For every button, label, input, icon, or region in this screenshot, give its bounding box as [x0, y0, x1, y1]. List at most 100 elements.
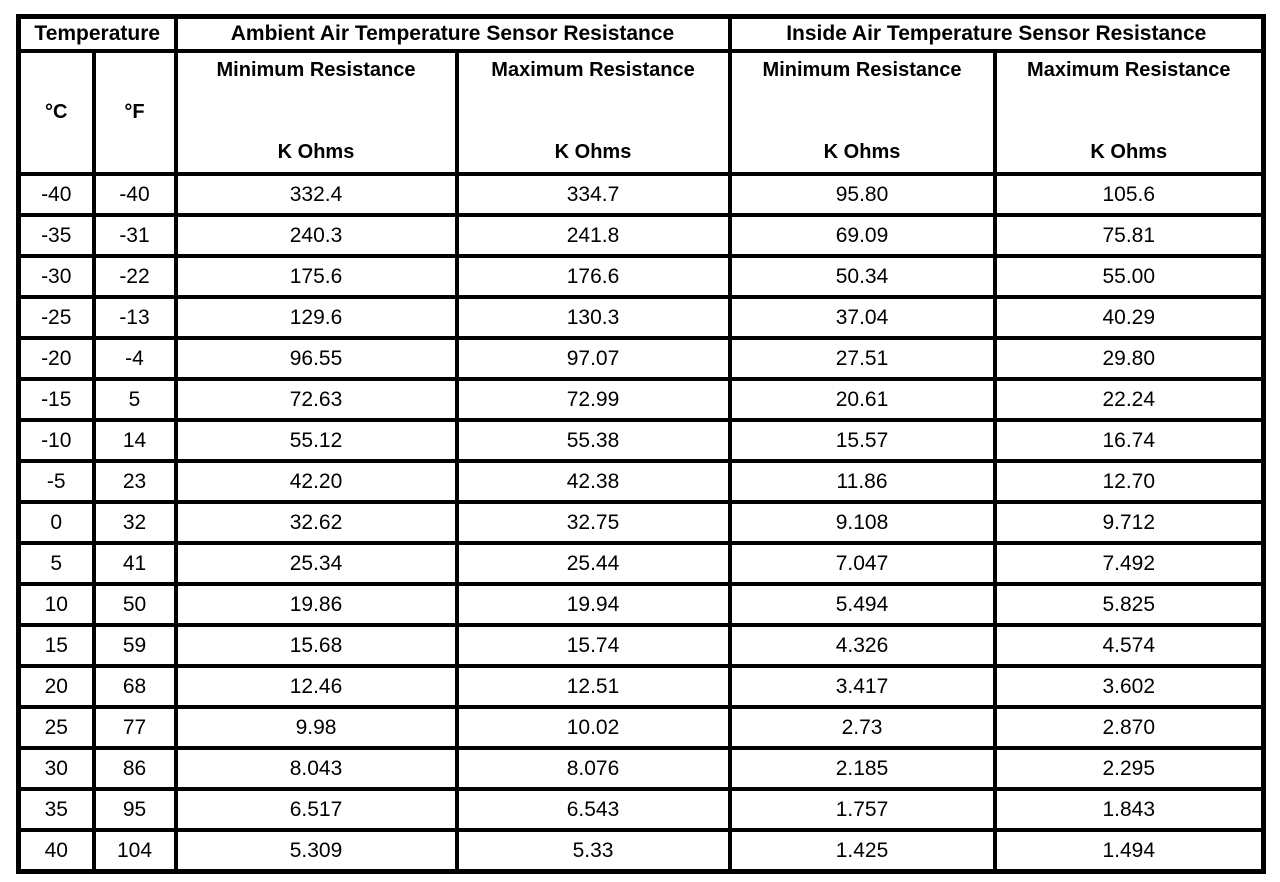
cell-inside-min-resistance: 69.09: [727, 213, 997, 258]
cell-fahrenheit: 14: [91, 418, 178, 463]
cell-fahrenheit: 95: [91, 787, 178, 832]
ambient-min-unit: K Ohms: [277, 141, 355, 163]
cell-inside-min-resistance: 95.80: [727, 172, 997, 217]
cell-ambient-min-resistance: 175.6: [173, 254, 459, 299]
column-header-row: °C °F Minimum Resistance K Ohms Maximum …: [16, 49, 1266, 176]
cell-fahrenheit: -31: [91, 213, 178, 258]
cell-ambient-min-resistance: 9.98: [173, 705, 459, 750]
cell-ambient-min-resistance: 8.043: [173, 746, 459, 791]
cell-inside-max-resistance: 1.494: [992, 828, 1266, 874]
cell-inside-max-resistance: 16.74: [992, 418, 1266, 463]
cell-ambient-max-resistance: 6.543: [454, 787, 732, 832]
cell-inside-min-resistance: 1.757: [727, 787, 997, 832]
cell-ambient-max-resistance: 55.38: [454, 418, 732, 463]
table-row: -5 23 42.20 42.38 11.86 12.70: [16, 459, 1266, 504]
ambient-min-label: Minimum Resistance: [216, 59, 416, 81]
table-row: -10 14 55.12 55.38 15.57 16.74: [16, 418, 1266, 463]
table-row: -20 -4 96.55 97.07 27.51 29.80: [16, 336, 1266, 381]
cell-inside-min-resistance: 15.57: [727, 418, 997, 463]
cell-inside-max-resistance: 75.81: [992, 213, 1266, 258]
table-row: -40 -40 332.4 334.7 95.80 105.6: [16, 172, 1266, 217]
cell-celsius: -25: [16, 295, 96, 340]
table-row: 5 41 25.34 25.44 7.047 7.492: [16, 541, 1266, 586]
col-header-ambient-max: Maximum Resistance K Ohms: [454, 49, 732, 176]
inside-max-header-stack: Maximum Resistance K Ohms: [999, 55, 1260, 170]
cell-inside-min-resistance: 20.61: [727, 377, 997, 422]
cell-inside-max-resistance: 29.80: [992, 336, 1266, 381]
cell-inside-min-resistance: 37.04: [727, 295, 997, 340]
cell-inside-max-resistance: 2.295: [992, 746, 1266, 791]
cell-inside-min-resistance: 27.51: [727, 336, 997, 381]
cell-fahrenheit: -40: [91, 172, 178, 217]
cell-celsius: -5: [16, 459, 96, 504]
cell-inside-max-resistance: 9.712: [992, 500, 1266, 545]
cell-ambient-min-resistance: 19.86: [173, 582, 459, 627]
cell-ambient-min-resistance: 12.46: [173, 664, 459, 709]
table-row: 20 68 12.46 12.51 3.417 3.602: [16, 664, 1266, 709]
cell-inside-max-resistance: 7.492: [992, 541, 1266, 586]
cell-ambient-min-resistance: 15.68: [173, 623, 459, 668]
ambient-max-unit: K Ohms: [554, 141, 632, 163]
cell-inside-min-resistance: 3.417: [727, 664, 997, 709]
table-row: -35 -31 240.3 241.8 69.09 75.81: [16, 213, 1266, 258]
cell-fahrenheit: -22: [91, 254, 178, 299]
cell-inside-min-resistance: 2.185: [727, 746, 997, 791]
cell-inside-max-resistance: 40.29: [992, 295, 1266, 340]
cell-inside-max-resistance: 3.602: [992, 664, 1266, 709]
cell-inside-min-resistance: 11.86: [727, 459, 997, 504]
group-header-inside-sensor: Inside Air Temperature Sensor Resistance: [727, 14, 1266, 53]
table-row: 30 86 8.043 8.076 2.185 2.295: [16, 746, 1266, 791]
cell-celsius: 15: [16, 623, 96, 668]
cell-inside-min-resistance: 9.108: [727, 500, 997, 545]
cell-ambient-max-resistance: 12.51: [454, 664, 732, 709]
inside-max-label: Maximum Resistance: [1027, 59, 1231, 81]
cell-fahrenheit: 77: [91, 705, 178, 750]
cell-celsius: -20: [16, 336, 96, 381]
cell-ambient-min-resistance: 55.12: [173, 418, 459, 463]
cell-fahrenheit: 5: [91, 377, 178, 422]
col-header-ambient-min: Minimum Resistance K Ohms: [173, 49, 459, 176]
group-header-ambient-sensor: Ambient Air Temperature Sensor Resistanc…: [173, 14, 732, 53]
table-row: 0 32 32.62 32.75 9.108 9.712: [16, 500, 1266, 545]
cell-inside-max-resistance: 12.70: [992, 459, 1266, 504]
cell-celsius: 40: [16, 828, 96, 874]
table-row: 10 50 19.86 19.94 5.494 5.825: [16, 582, 1266, 627]
cell-ambient-max-resistance: 8.076: [454, 746, 732, 791]
cell-fahrenheit: 86: [91, 746, 178, 791]
cell-fahrenheit: -13: [91, 295, 178, 340]
cell-ambient-max-resistance: 334.7: [454, 172, 732, 217]
cell-fahrenheit: 59: [91, 623, 178, 668]
cell-ambient-max-resistance: 32.75: [454, 500, 732, 545]
cell-fahrenheit: 23: [91, 459, 178, 504]
cell-ambient-max-resistance: 10.02: [454, 705, 732, 750]
cell-celsius: -15: [16, 377, 96, 422]
cell-celsius: 35: [16, 787, 96, 832]
cell-fahrenheit: 50: [91, 582, 178, 627]
cell-ambient-min-resistance: 332.4: [173, 172, 459, 217]
ambient-max-label: Maximum Resistance: [491, 59, 695, 81]
inside-max-unit: K Ohms: [1090, 141, 1168, 163]
sensor-resistance-table: Temperature Ambient Air Temperature Sens…: [16, 14, 1267, 874]
cell-ambient-max-resistance: 130.3: [454, 295, 732, 340]
cell-ambient-min-resistance: 240.3: [173, 213, 459, 258]
cell-ambient-max-resistance: 97.07: [454, 336, 732, 381]
cell-fahrenheit: 32: [91, 500, 178, 545]
cell-ambient-max-resistance: 176.6: [454, 254, 732, 299]
cell-inside-max-resistance: 55.00: [992, 254, 1266, 299]
cell-ambient-min-resistance: 25.34: [173, 541, 459, 586]
inside-min-unit: K Ohms: [823, 141, 901, 163]
table-row: -30 -22 175.6 176.6 50.34 55.00: [16, 254, 1266, 299]
cell-celsius: -35: [16, 213, 96, 258]
cell-ambient-min-resistance: 72.63: [173, 377, 459, 422]
cell-celsius: 5: [16, 541, 96, 586]
cell-ambient-min-resistance: 5.309: [173, 828, 459, 874]
table-row: 35 95 6.517 6.543 1.757 1.843: [16, 787, 1266, 832]
cell-fahrenheit: 104: [91, 828, 178, 874]
table-row: -15 5 72.63 72.99 20.61 22.24: [16, 377, 1266, 422]
cell-inside-min-resistance: 2.73: [727, 705, 997, 750]
col-header-fahrenheit: °F: [91, 49, 178, 176]
table-header: Temperature Ambient Air Temperature Sens…: [16, 14, 1266, 176]
cell-ambient-max-resistance: 5.33: [454, 828, 732, 874]
cell-celsius: -10: [16, 418, 96, 463]
